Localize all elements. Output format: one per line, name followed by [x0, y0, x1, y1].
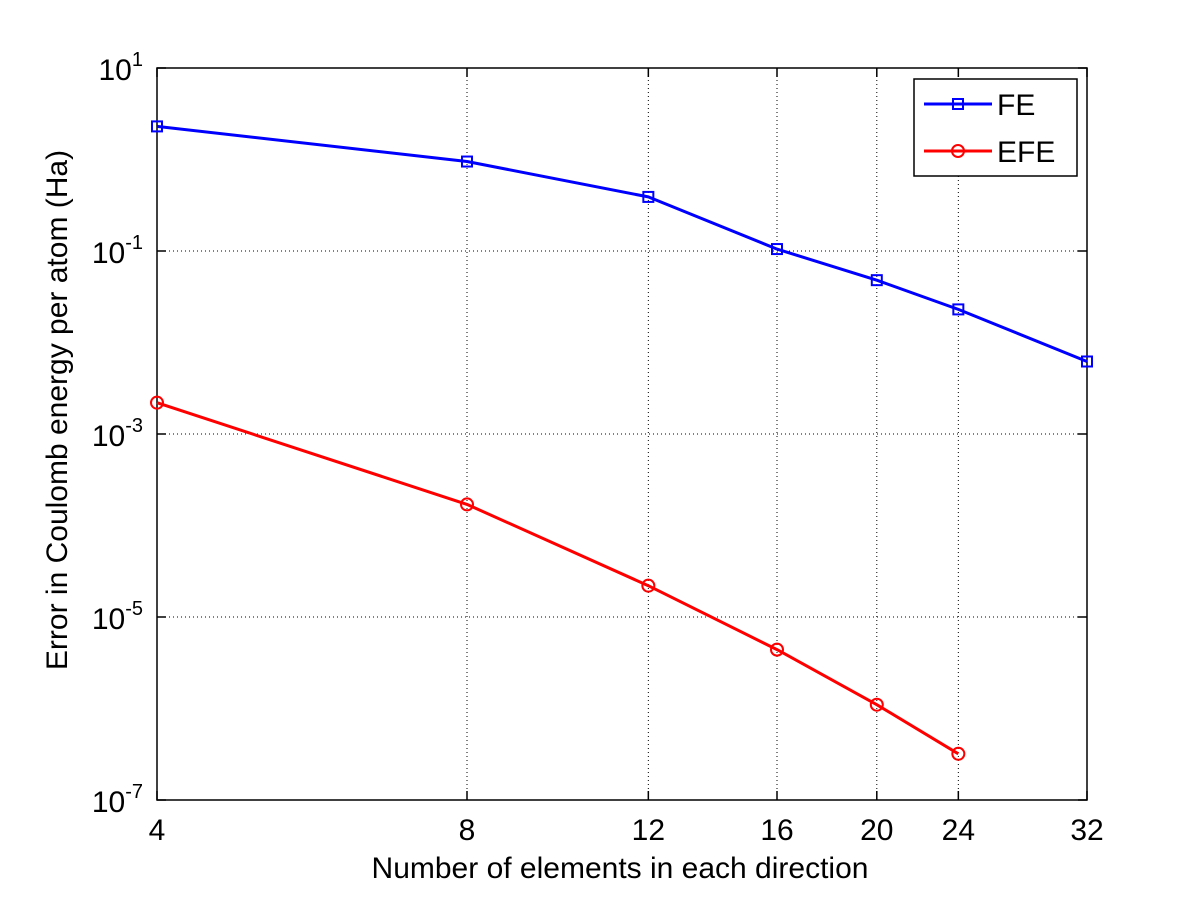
x-tick-label: 12: [632, 814, 665, 847]
data-series: [150, 120, 1093, 761]
y-tick-label-exponent: 1: [132, 49, 143, 71]
data-point-efe: [150, 395, 164, 410]
data-point-fe: [952, 303, 965, 316]
grid-lines: [157, 68, 1087, 800]
x-tick-label: 20: [860, 814, 893, 847]
legend-label: EFE: [997, 136, 1055, 169]
legend-label: FE: [997, 89, 1035, 122]
y-tick-label-exponent: -5: [125, 598, 143, 620]
data-point-efe: [460, 497, 474, 512]
y-tick-label-exponent: -1: [125, 232, 143, 254]
data-point-fe: [151, 120, 163, 133]
x-tick-label: 24: [942, 814, 975, 847]
y-tick-label: 10-5: [92, 598, 143, 636]
y-tick-label-base: 10: [92, 603, 125, 636]
data-point-efe: [951, 144, 965, 158]
y-tick-label: 10-7: [92, 781, 143, 819]
data-point-fe: [952, 98, 964, 110]
y-tick-label: 101: [99, 49, 144, 87]
series-fe: [151, 120, 1093, 368]
data-point-fe: [771, 243, 783, 256]
x-axis-label: Number of elements in each direction: [372, 852, 869, 885]
x-tick-label: 4: [149, 814, 166, 847]
data-point-fe: [1081, 355, 1093, 368]
data-point-fe: [870, 274, 883, 287]
series-efe: [150, 395, 966, 761]
series-line-efe: [156, 401, 960, 756]
data-point-fe: [461, 155, 473, 168]
data-point-efe: [641, 578, 656, 593]
axis-ticks: [156, 67, 1088, 801]
y-tick-label-base: 10: [92, 786, 125, 819]
y-tick-label-exponent: -7: [125, 781, 143, 803]
legend-entry-efe: EFE: [924, 136, 1055, 169]
y-tick-label-exponent: -3: [125, 415, 143, 437]
x-tick-label: 32: [1070, 814, 1103, 847]
legend: FE EFE: [913, 78, 1078, 177]
x-tick-label: 16: [760, 814, 793, 847]
data-point-efe: [869, 697, 884, 712]
series-line-fe: [156, 124, 1088, 363]
x-tick-label: 8: [459, 814, 476, 847]
y-axis-label: Error in Coulomb energy per atom (Ha): [41, 150, 74, 670]
y-tick-label-base: 10: [99, 54, 132, 87]
legend-entry-fe: FE: [924, 89, 1035, 122]
legend-box: [913, 78, 1078, 177]
data-point-fe: [642, 190, 655, 203]
data-point-efe: [951, 746, 966, 761]
y-tick-label-base: 10: [92, 237, 125, 270]
data-point-efe: [770, 642, 784, 657]
y-tick-label: 10-1: [92, 232, 143, 270]
y-tick-label: 10-3: [92, 415, 143, 453]
y-tick-label-base: 10: [92, 420, 125, 453]
